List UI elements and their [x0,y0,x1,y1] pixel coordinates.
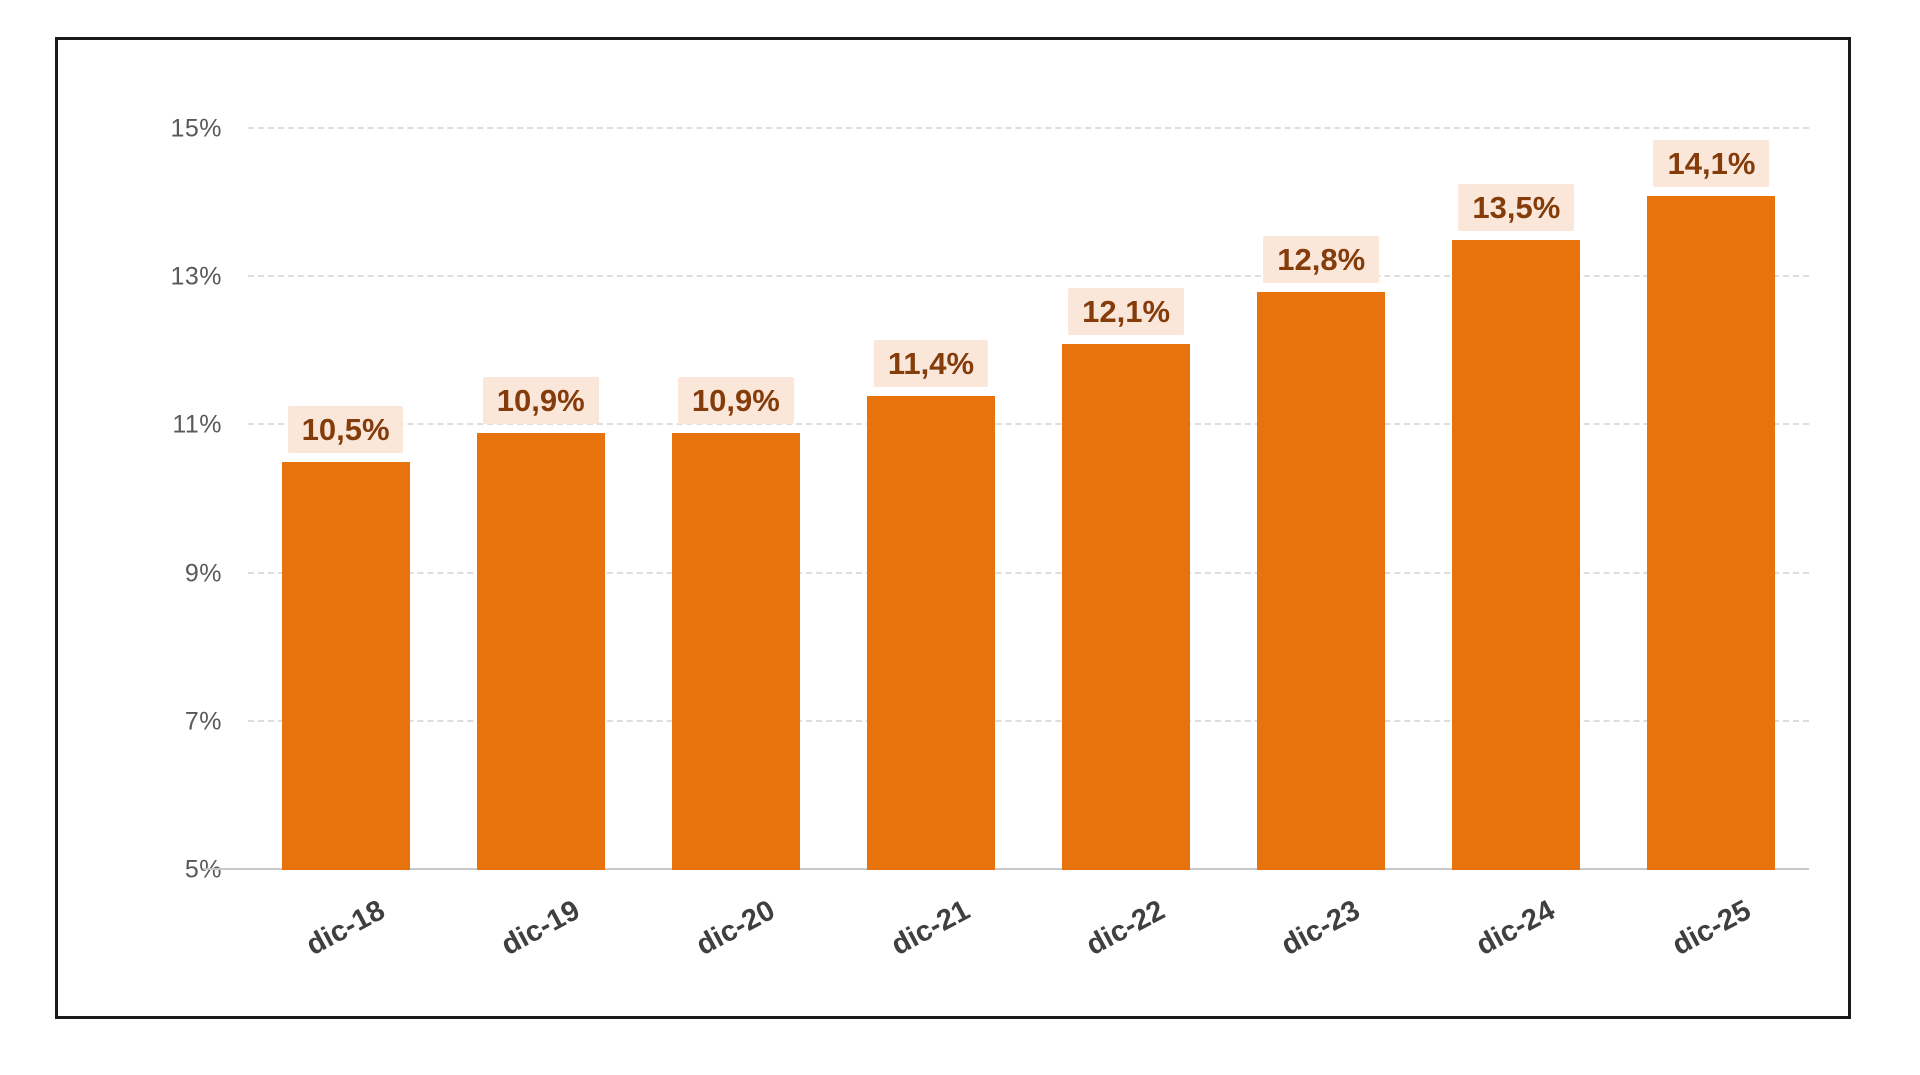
x-axis-label: dic-19 [495,894,585,962]
x-axis-label-cell: dic-19 [443,884,638,962]
bar-cell: 14,1% [1614,129,1809,870]
chart-frame: 5% 7% 9% 11% 13% 15% 10,5% 10,9% 10,9% 11,4% 12,1… [55,37,1851,1019]
x-axis-label: dic-24 [1471,894,1561,962]
gridline [248,423,1809,426]
bar-series: 10,5% 10,9% 10,9% 11,4% 12,1% 12,8% 13,5% 14,1% [248,129,1809,870]
bar [476,432,605,870]
data-label: 12,1% [1068,287,1185,335]
data-label: 10,9% [677,376,794,424]
x-axis-label-cell: dic-24 [1419,884,1614,962]
plot-area: 5% 7% 9% 11% 13% 15% 10,5% 10,9% 10,9% 11,4% 12,1… [170,115,1809,884]
bar [281,462,410,870]
bar-cell: 10,5% [248,129,443,870]
x-axis-label: dic-21 [886,894,976,962]
x-axis-label: dic-25 [1666,894,1756,962]
y-axis-tick-label: 13% [170,262,222,291]
x-axis-line [203,868,1809,870]
bar [671,432,800,870]
data-label: 12,8% [1263,236,1380,284]
x-axis-label-cell: dic-18 [248,884,443,962]
y-axis-tick-label: 7% [184,707,222,736]
gridline [248,127,1809,129]
x-axis-label: dic-23 [1276,894,1366,962]
bar-cell: 10,9% [443,129,638,870]
x-axis-label: dic-20 [691,894,781,962]
bar [866,395,995,870]
x-axis-label: dic-22 [1081,894,1171,962]
y-axis-tick-label: 11% [172,410,222,439]
y-axis-tick-label: 9% [184,559,222,588]
y-axis-tick-label: 15% [170,114,222,143]
gridline [248,571,1809,574]
bar [1062,343,1191,870]
bar-cell: 11,4% [833,129,1028,870]
bar [1452,240,1581,870]
bar-cell: 10,9% [638,129,833,870]
x-axis-label-cell: dic-22 [1029,884,1224,962]
x-axis-label: dic-18 [300,894,390,962]
bar-cell: 13,5% [1419,129,1614,870]
data-label: 10,9% [482,376,599,424]
bar [1257,292,1386,870]
bar-cell: 12,8% [1224,129,1419,870]
bar-cell: 12,1% [1029,129,1224,870]
x-axis-label-cell: dic-25 [1614,884,1809,962]
data-label: 11,4% [873,339,989,387]
y-axis-tick-label: 5% [184,855,222,884]
gridline [248,719,1809,722]
x-axis-label-cell: dic-20 [638,884,833,962]
bar [1647,195,1776,870]
x-axis-label-cell: dic-23 [1224,884,1419,962]
x-axis-label-cell: dic-21 [833,884,1028,962]
data-label: 14,1% [1653,139,1770,187]
x-axis-labels: dic-18 dic-19 dic-20 dic-21 dic-22 dic-23 dic-… [248,884,1809,1014]
gridline [248,275,1809,278]
data-label: 10,5% [287,406,404,454]
data-label: 13,5% [1458,184,1575,232]
